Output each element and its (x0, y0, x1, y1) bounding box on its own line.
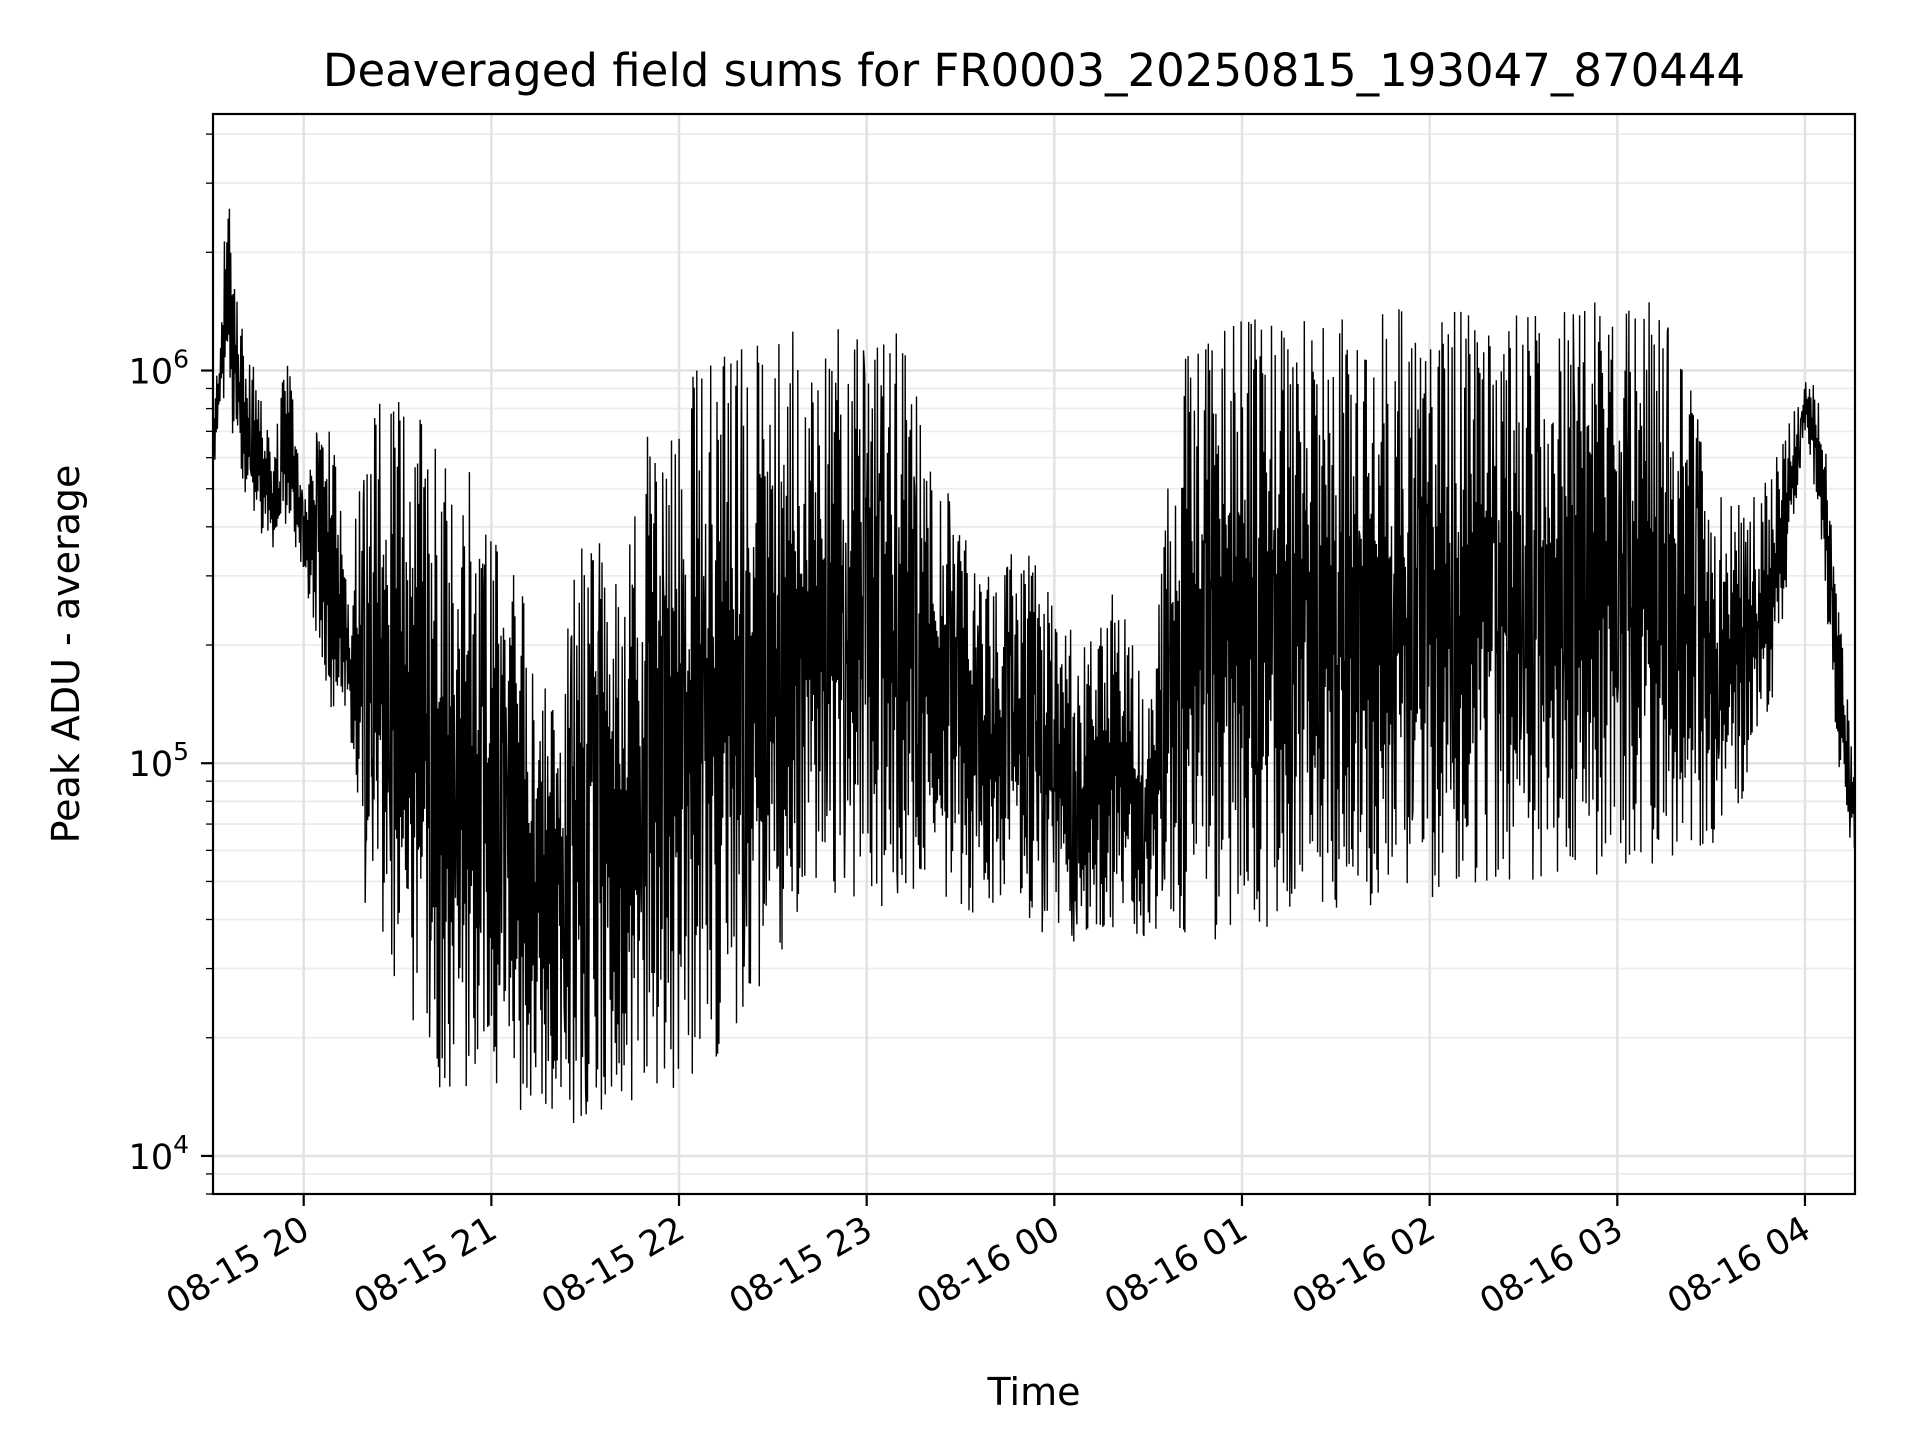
series-layer (212, 208, 1856, 1124)
x-axis-ticks: 08-15 20 08-15 21 08-15 22 08-15 23 08-16 00… (160, 1194, 1817, 1322)
x-tick-label: 08-16 03 (1474, 1209, 1630, 1322)
x-tick-label: 08-15 21 (348, 1209, 504, 1322)
series-line (212, 208, 1856, 1124)
y-tick-label: 105 (129, 737, 189, 785)
y-axis-ticks: 104 105 106 (129, 133, 213, 1195)
x-tick-label: 08-15 23 (723, 1209, 879, 1322)
x-tick-label: 08-16 04 (1661, 1209, 1817, 1322)
x-tick-label: 08-15 22 (535, 1209, 691, 1322)
x-axis-label: Time (987, 1370, 1081, 1414)
x-tick-label: 08-15 20 (160, 1209, 316, 1322)
y-tick-label: 106 (129, 345, 189, 393)
x-tick-label: 08-16 00 (911, 1209, 1067, 1322)
y-tick-label: 104 (129, 1130, 189, 1178)
plot-frame (211, 112, 1857, 1196)
x-tick-label: 08-16 02 (1286, 1209, 1442, 1322)
chart-title: Deaveraged field sums for FR0003_2025081… (323, 44, 1745, 97)
x-tick-label: 08-16 01 (1098, 1209, 1254, 1322)
y-axis-label: Peak ADU - average (44, 465, 88, 844)
